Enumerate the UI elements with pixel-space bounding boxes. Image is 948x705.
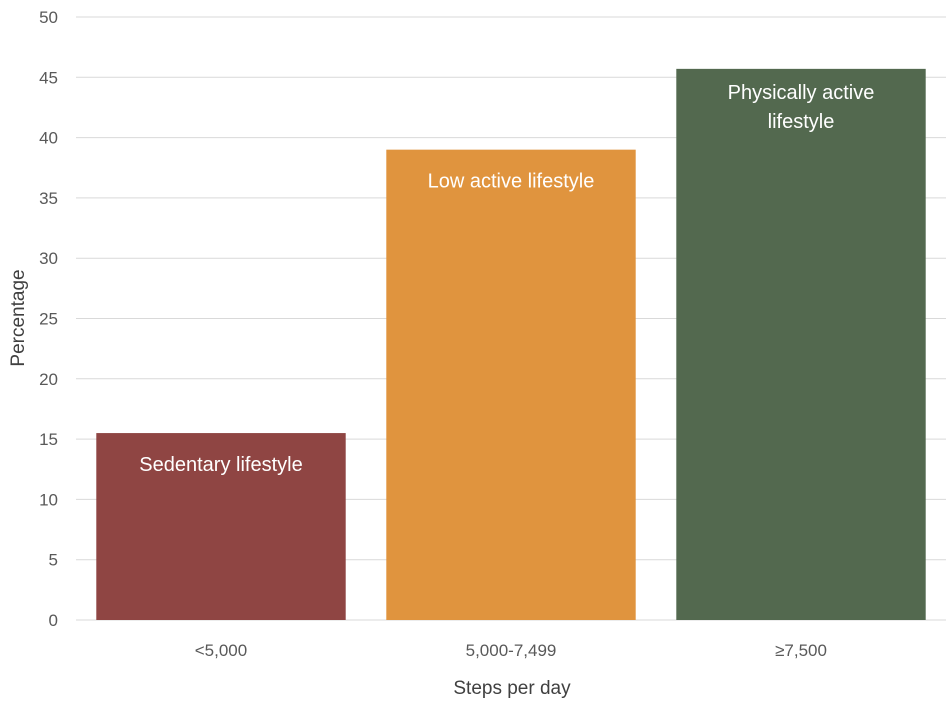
y-tick-label: 10 bbox=[39, 490, 58, 509]
y-tick-label: 15 bbox=[39, 430, 58, 449]
y-axis-ticks: 0 5 10 15 20 25 30 35 40 45 50 bbox=[39, 8, 58, 630]
bar-label-1: Sedentary lifestyle bbox=[139, 454, 302, 476]
bar-3 bbox=[676, 68, 926, 620]
x-tick-label: 5,000-7,499 bbox=[466, 641, 557, 660]
bar-label-3: Physically active lifestyle bbox=[728, 82, 875, 133]
y-tick-label: 40 bbox=[39, 129, 58, 148]
y-tick-label: 50 bbox=[39, 8, 58, 27]
x-tick-label: ≥7,500 bbox=[775, 641, 827, 660]
bar-label-line: Sedentary lifestyle bbox=[139, 454, 302, 476]
bar-label-line: lifestyle bbox=[768, 111, 835, 133]
y-tick-label: 35 bbox=[39, 189, 58, 208]
y-tick-label: 20 bbox=[39, 370, 58, 389]
y-tick-label: 0 bbox=[49, 611, 58, 630]
y-tick-label: 25 bbox=[39, 310, 58, 329]
x-axis-title: Steps per day bbox=[453, 678, 571, 699]
y-tick-label: 5 bbox=[49, 551, 58, 570]
bar-1 bbox=[96, 433, 346, 620]
x-tick-label: <5,000 bbox=[195, 641, 247, 660]
bar-label-line: Physically active bbox=[728, 82, 875, 104]
y-tick-label: 45 bbox=[39, 68, 58, 87]
bar-2 bbox=[386, 149, 636, 620]
y-axis-title: Percentage bbox=[8, 269, 29, 366]
x-axis-ticks: <5,000 5,000-7,499 ≥7,500 bbox=[195, 641, 827, 660]
bar-label-line: Low active lifestyle bbox=[428, 171, 595, 193]
bars: Sedentary lifestyle Low active lifestyle P… bbox=[96, 68, 926, 620]
bar-label-2: Low active lifestyle bbox=[428, 171, 595, 193]
y-tick-label: 30 bbox=[39, 249, 58, 268]
